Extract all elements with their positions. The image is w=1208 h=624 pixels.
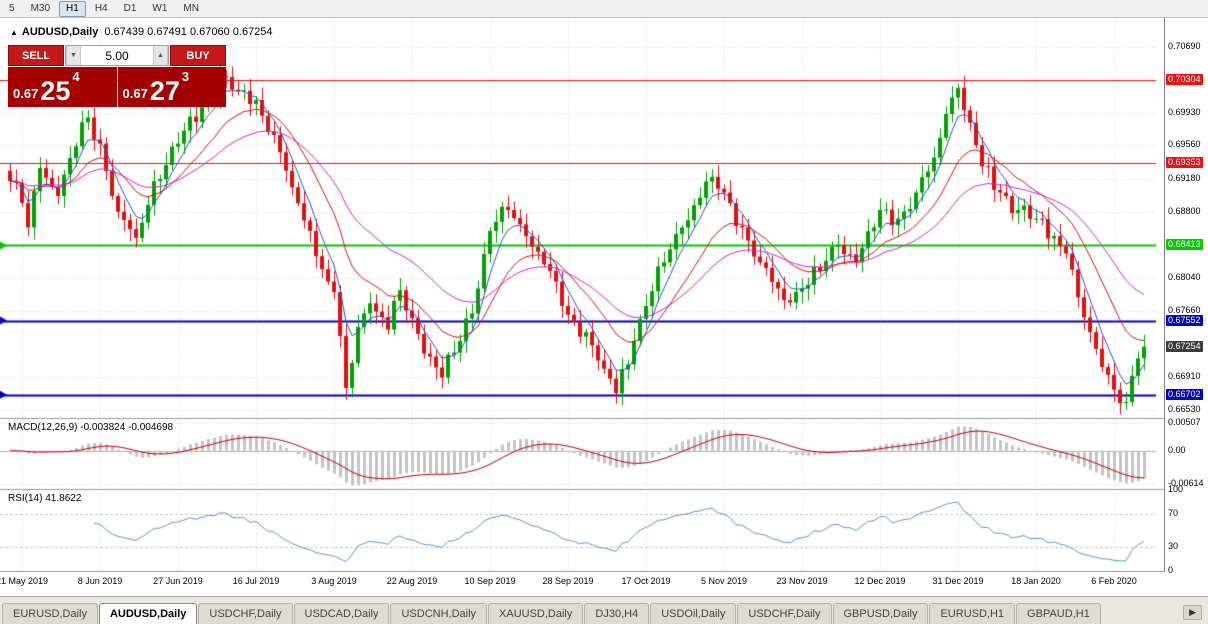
timeframe-button-m30[interactable]: M30 (30, 2, 51, 14)
chart-tab-dj30-h4[interactable]: DJ30,H4 (584, 603, 650, 624)
chart-symbol-header: ▲ AUDUSD,Daily 0.67439 0.67491 0.67060 0.6… (10, 26, 273, 38)
rsi-indicator-label: RSI(14) 41.8622 (8, 493, 81, 504)
time-axis-label: 27 Jun 2019 (153, 576, 203, 586)
macd-title: MACD(12,26,9) (8, 422, 78, 433)
time-axis-label: 3 Aug 2019 (311, 576, 357, 586)
buy-price-big-digits: 27 (149, 76, 180, 106)
price-axis-label: 0.68800 (1168, 205, 1201, 216)
price-chart-canvas[interactable] (0, 18, 1164, 572)
price-axis-label: 0.69930 (1168, 107, 1201, 118)
chart-tab-usdoil-daily[interactable]: USDOil,Daily (650, 603, 737, 624)
buy-price-pip-digit: 3 (181, 69, 190, 84)
one-click-trading-panel: SELL ▼ 5.00 ▲ BUY 0.67 25 4 0.67 27 3 (8, 45, 226, 107)
current-price-tag: 0.67254 (1166, 340, 1203, 352)
buy-price-display[interactable]: 0.67 27 3 (117, 67, 226, 107)
chart-ohlc-values: 0.67439 0.67491 0.67060 0.67254 (104, 26, 273, 38)
macd-axis-label: 0.00507 (1168, 416, 1201, 427)
time-axis-label: 18 Jan 2020 (1011, 576, 1061, 586)
macd-values: -0.003824 -0.004698 (80, 422, 174, 433)
rsi-axis-label: 0 (1168, 565, 1174, 575)
time-axis-label: 5 Nov 2019 (700, 576, 748, 586)
price-axis-label: 0.66910 (1168, 370, 1201, 381)
time-axis-label: 23 Nov 2019 (776, 576, 828, 586)
time-axis-label: 10 Sep 2019 (464, 576, 516, 586)
chart-tab-usdcad-daily[interactable]: USDCAD,Daily (293, 603, 390, 624)
timeframe-button-mn[interactable]: MN (183, 2, 199, 14)
level-price-tag: 0.69353 (1166, 157, 1203, 169)
chart-tab-xauusd-daily[interactable]: XAUUSD,Daily (488, 603, 584, 624)
rsi-axis-label: 100 (1168, 484, 1184, 494)
price-axis-label: 0.69560 (1168, 139, 1201, 150)
rsi-axis-label: 70 (1168, 508, 1179, 519)
level-price-tag: 0.70304 (1166, 74, 1203, 86)
price-axis-label: 0.70690 (1168, 40, 1201, 51)
chart-symbol-label: AUDUSD,Daily (21, 26, 99, 38)
timeframe-button-d1[interactable]: D1 (123, 2, 137, 14)
time-axis-label: 8 Jun 2019 (77, 576, 123, 586)
rsi-title: RSI(14) (8, 493, 43, 504)
tabs-scroll-right-button[interactable]: ▶ (1183, 605, 1202, 620)
time-axis-label: 28 Sep 2019 (542, 576, 594, 586)
time-axis-label: 21 May 2019 (0, 576, 49, 586)
timeframe-toolbar: 5 M30 H1 H4 D1 W1 MN (0, 0, 1208, 18)
price-axis-label: 0.68040 (1168, 272, 1201, 283)
time-axis: 21 May 2019 8 Jun 2019 27 Jun 2019 16 Jul 2… (0, 572, 1164, 596)
rsi-value: 41.8622 (45, 493, 82, 504)
time-axis-label: 6 Feb 2020 (1091, 576, 1137, 586)
level-price-tag: 0.68413 (1166, 239, 1203, 251)
timeframe-button-h4[interactable]: H4 (94, 2, 108, 14)
timeframe-button-w1[interactable]: W1 (152, 2, 168, 14)
time-axis-label: 17 Oct 2019 (621, 576, 671, 586)
chart-window: ▲ AUDUSD,Daily 0.67439 0.67491 0.67060 0.6… (0, 18, 1208, 596)
timeframe-button-h1[interactable]: H1 (59, 0, 86, 17)
time-axis-label: 22 Aug 2019 (386, 576, 438, 586)
price-axis: 0.70690 0.69930 0.69560 0.69180 0.68800 0.680… (1164, 18, 1208, 575)
macd-indicator-label: MACD(12,26,9) -0.003824 -0.004698 (8, 422, 173, 433)
chart-tab-usdchf-daily[interactable]: USDCHF,Daily (198, 603, 293, 624)
buy-button[interactable]: BUY (170, 45, 226, 66)
chart-tab-eurusd-h1[interactable]: EURUSD,H1 (929, 603, 1016, 624)
macd-axis-label: 0.00 (1168, 444, 1186, 455)
sell-price-pip-digit: 4 (72, 69, 80, 84)
sell-button[interactable]: SELL (8, 45, 64, 66)
time-axis-label: 31 Dec 2019 (932, 576, 984, 586)
price-axis-label: 0.67660 (1168, 305, 1201, 316)
level-price-tag: 0.67552 (1166, 314, 1203, 326)
volume-decrease-button[interactable]: ▼ (66, 46, 81, 65)
sell-price-big-digits: 25 (40, 76, 71, 106)
timeframe-button-5[interactable]: 5 (9, 2, 15, 14)
chart-tab-gbpusd-daily[interactable]: GBPUSD,Daily (832, 603, 929, 624)
sell-price-display[interactable]: 0.67 25 4 (8, 67, 117, 107)
chart-tab-usdchf-daily[interactable]: USDCHF,Daily (737, 603, 832, 624)
volume-control: ▼ 5.00 ▲ (65, 45, 169, 66)
collapse-chart-icon[interactable]: ▲ (10, 28, 18, 37)
chart-tab-eurusd-daily[interactable]: EURUSD,Daily (2, 603, 98, 624)
rsi-axis-label: 30 (1168, 540, 1179, 551)
volume-input[interactable]: 5.00 (105, 48, 129, 63)
buy-price-prefix: 0.67 (122, 86, 148, 101)
chart-tab-usdcnh-daily[interactable]: USDCNH,Daily (390, 603, 488, 624)
chart-tab-gbpaud-h1[interactable]: GBPAUD,H1 (1016, 603, 1101, 624)
chart-tabs-bar: EURUSD,Daily AUDUSD,Daily USDCHF,Daily USDC… (0, 596, 1208, 624)
time-axis-label: 16 Jul 2019 (232, 576, 280, 586)
level-price-tag: 0.66702 (1166, 388, 1203, 400)
price-axis-label: 0.69180 (1168, 172, 1201, 183)
macd-axis-label: -0.00614 (1168, 478, 1204, 489)
volume-increase-button[interactable]: ▲ (153, 46, 168, 65)
price-axis-label: 0.66530 (1168, 403, 1201, 414)
sell-price-prefix: 0.67 (13, 86, 39, 101)
chart-tab-audusd-daily[interactable]: AUDUSD,Daily (98, 603, 198, 624)
time-axis-label: 12 Dec 2019 (854, 576, 906, 586)
